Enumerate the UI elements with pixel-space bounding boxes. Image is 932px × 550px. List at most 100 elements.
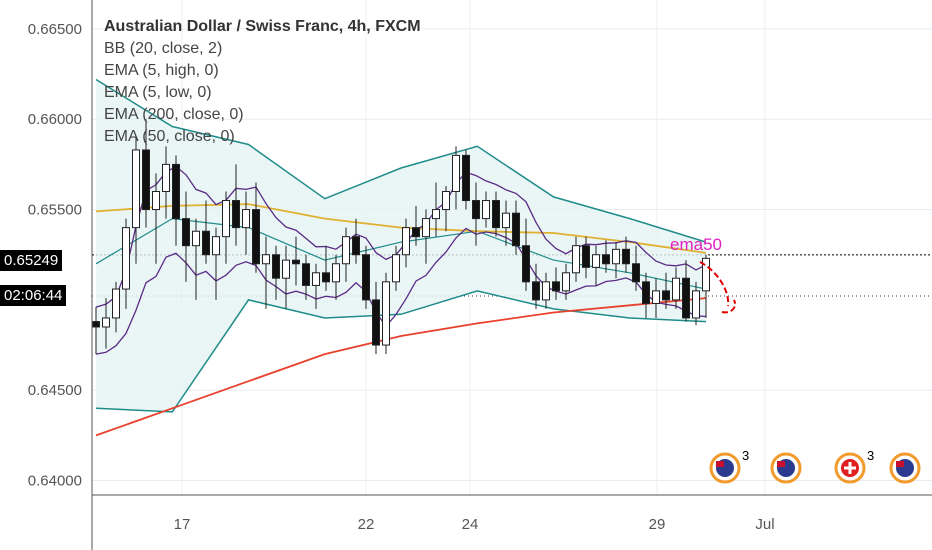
ema-low-line — [95, 227, 707, 355]
candle-body — [572, 245, 580, 274]
chart-title: Australian Dollar / Swiss Franc, 4h, FXC… — [104, 18, 421, 35]
svg-text:3: 3 — [867, 448, 874, 463]
australia-event-icon — [770, 452, 802, 484]
candle-body — [142, 149, 150, 211]
candle-body — [482, 200, 490, 220]
candle-body — [582, 245, 590, 268]
candle-body — [282, 259, 290, 279]
candle-body — [542, 281, 550, 301]
candle-body — [262, 254, 270, 265]
candle-body — [292, 259, 300, 265]
candle-body — [702, 257, 710, 292]
candles — [92, 119, 710, 355]
countdown-label: 02:06:44 — [0, 285, 67, 306]
indicator-ema200[interactable]: EMA (200, close, 0) — [104, 106, 244, 123]
candle-body — [662, 290, 670, 301]
candle-body — [512, 212, 520, 247]
chart-legend: Australian Dollar / Swiss Franc, 4h, FXC… — [104, 16, 421, 148]
candle-body — [452, 154, 460, 192]
current-price-label: 0.65249 — [0, 250, 63, 271]
candle-body — [402, 227, 410, 256]
indicator-ema-high[interactable]: EMA (5, high, 0) — [104, 62, 219, 79]
bollinger-bands — [95, 78, 707, 413]
bb-upper — [95, 78, 707, 243]
candle-body — [202, 230, 210, 256]
candle-body — [462, 154, 470, 202]
indicator-ema-low[interactable]: EMA (5, low, 0) — [104, 84, 212, 101]
annotation: ema50 — [670, 235, 736, 314]
candle-body — [412, 227, 420, 238]
candle-body — [502, 212, 510, 229]
y-tick-label: 0.64000 — [28, 473, 82, 490]
candle-body — [622, 248, 630, 265]
candle-body — [632, 263, 640, 283]
bb-lower — [95, 290, 707, 413]
candle-body — [272, 254, 280, 279]
candle-body — [532, 281, 540, 301]
candle-body — [592, 254, 600, 268]
candle-body — [522, 245, 530, 283]
x-tick-label: 24 — [462, 516, 479, 533]
y-tick-label: 0.66500 — [28, 21, 82, 38]
candle-body — [552, 281, 560, 292]
candle-body — [352, 236, 360, 256]
candle-body — [132, 149, 140, 229]
svg-text:3: 3 — [742, 448, 749, 463]
candle-body — [392, 254, 400, 283]
candle-body — [692, 290, 700, 319]
candle-body — [322, 272, 330, 283]
x-tick-label: Jul — [755, 516, 774, 533]
y-tick-label: 0.65500 — [28, 202, 82, 219]
candle-body — [102, 317, 110, 328]
candle-body — [612, 248, 620, 265]
bb-fill — [96, 79, 706, 412]
candle-body — [562, 272, 570, 292]
candle-body — [192, 230, 200, 247]
candle-body — [492, 200, 500, 229]
candle-body — [252, 209, 260, 265]
x-tick-label: 17 — [174, 516, 191, 533]
candle-body — [302, 263, 310, 286]
candle-body — [112, 288, 120, 319]
indicator-bb[interactable]: BB (20, close, 2) — [104, 40, 223, 57]
candle-body — [232, 200, 240, 229]
indicator-lines — [95, 165, 707, 437]
candle-body — [602, 254, 610, 265]
swiss-event-icon: 3 — [834, 448, 874, 484]
candle-body — [382, 281, 390, 346]
bb-basis — [95, 217, 707, 290]
candle-body — [152, 190, 160, 211]
indicator-ema50[interactable]: EMA (50, close, 0) — [104, 128, 235, 145]
candle-body — [212, 236, 220, 256]
candle-body — [182, 218, 190, 247]
candle-body — [652, 290, 660, 305]
candle-body — [92, 321, 100, 328]
ema-high-line — [95, 165, 707, 308]
candle-body — [122, 227, 130, 290]
axes: 0.66500 0.66000 0.65500 0.64500 0.64000 17 22 2… — [28, 0, 932, 550]
x-tick-label: 22 — [358, 516, 375, 533]
hand-drawn-arrow — [699, 261, 736, 314]
candle-body — [172, 163, 180, 220]
australia-event-icon: 3 — [709, 448, 749, 484]
candle-body — [362, 254, 370, 301]
candle-body — [312, 272, 320, 286]
ema50-annotation: ema50 — [670, 235, 722, 254]
candle-body — [242, 209, 250, 229]
candle-body — [642, 281, 650, 305]
candle-body — [372, 299, 380, 346]
candle-body — [332, 263, 340, 283]
candle-body — [162, 163, 170, 192]
candle-body — [442, 190, 450, 211]
candle-body — [342, 236, 350, 265]
candle-body — [682, 277, 690, 319]
candle-body — [672, 277, 680, 301]
series-line — [95, 297, 707, 437]
candle-body — [472, 200, 480, 220]
y-tick-label: 0.66000 — [28, 111, 82, 128]
australia-event-icon — [889, 452, 921, 484]
series-line — [95, 203, 707, 254]
candle-body — [422, 218, 430, 238]
